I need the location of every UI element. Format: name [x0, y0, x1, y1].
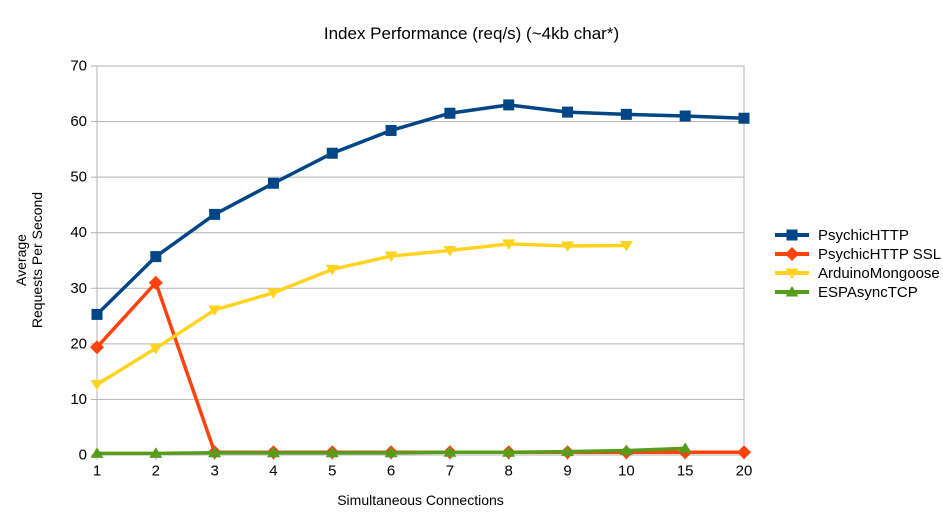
- series-line: [96, 242, 627, 386]
- legend-item-psychichttp: PsychicHTTP: [775, 226, 909, 244]
- data-point-marker: [266, 288, 280, 299]
- data-point-marker: [90, 447, 104, 458]
- series-psychichttp: [91, 99, 750, 320]
- data-point-marker: [91, 308, 103, 320]
- x-tick-label: 1: [93, 463, 101, 480]
- data-point-marker: [148, 275, 163, 290]
- data-point-marker: [90, 379, 104, 391]
- x-tick-label: 10: [618, 463, 635, 480]
- x-tick-label: 9: [563, 463, 571, 480]
- x-tick-label: 4: [269, 463, 277, 480]
- legend-label: PsychicHTTP SSL: [818, 245, 942, 263]
- data-point-marker: [208, 446, 222, 458]
- x-tick-label: 15: [677, 463, 694, 480]
- data-point-marker: [561, 445, 575, 457]
- x-tick-label: 2: [152, 463, 160, 480]
- x-tick-labels: 1 2 3 4 5 6 7 8 9 10 15 20: [93, 463, 753, 480]
- data-point-marker: [444, 107, 456, 119]
- data-point-marker: [385, 124, 397, 136]
- data-point-marker: [502, 446, 516, 457]
- y-tick-label: 50: [70, 169, 87, 186]
- legend-label: ESPAsyncTCP: [818, 283, 918, 301]
- legend-item-psychichttp-ssl: PsychicHTTP SSL: [775, 245, 941, 263]
- x-tick-label: 5: [328, 463, 336, 480]
- data-point-marker: [678, 442, 692, 453]
- data-point-marker: [737, 445, 751, 460]
- legend-key-triangle-up-icon: [775, 286, 809, 297]
- data-point-marker: [679, 110, 691, 122]
- data-point-marker: [208, 305, 222, 316]
- data-point-marker: [325, 446, 339, 458]
- y-tick-label: 20: [70, 335, 87, 352]
- data-point-marker: [786, 229, 798, 241]
- data-point-marker: [785, 247, 799, 261]
- series-line: [95, 279, 744, 454]
- data-point-marker: [738, 112, 750, 124]
- data-point-marker: [266, 446, 280, 458]
- series-line: [95, 103, 745, 316]
- data-point-marker: [619, 444, 633, 456]
- x-tick-label: 7: [446, 463, 454, 480]
- series-arduinomongoose: [90, 239, 633, 391]
- legend-label: PsychicHTTP: [818, 226, 909, 244]
- legend-key-square-icon: [775, 229, 809, 241]
- data-point-marker: [785, 268, 799, 279]
- x-tick-label: 8: [505, 463, 513, 480]
- data-point-marker: [384, 251, 398, 263]
- data-point-marker: [267, 177, 279, 189]
- plot-border: [96, 65, 745, 456]
- data-point-marker: [150, 251, 162, 263]
- x-tick-label: 6: [387, 463, 395, 480]
- legend-label: ArduinoMongoose: [818, 264, 940, 282]
- data-point-marker: [209, 208, 221, 220]
- data-point-marker: [785, 286, 799, 297]
- legend-key-diamond-icon: [775, 247, 809, 261]
- data-point-marker: [620, 108, 632, 120]
- data-point-marker: [562, 106, 574, 118]
- chart-title: Index Performance (req/s) (~4kb char*): [323, 24, 620, 43]
- data-point-marker: [325, 264, 339, 276]
- data-point-marker: [326, 147, 338, 159]
- legend-key-triangle-down-icon: [775, 268, 809, 279]
- legend-item-arduinomongoose: ArduinoMongoose: [775, 264, 940, 282]
- data-point-marker: [90, 340, 104, 355]
- data-point-marker: [561, 241, 575, 253]
- y-tick-label: 70: [70, 58, 87, 75]
- data-point-marker: [149, 343, 163, 355]
- x-axis-title: Simultaneous Connections: [337, 492, 504, 508]
- y-tick-label: 10: [70, 391, 87, 408]
- y-tick-label: 30: [70, 280, 87, 297]
- data-point-marker: [443, 245, 457, 257]
- data-point-marker: [443, 446, 457, 457]
- data-point-marker: [384, 446, 398, 458]
- y-tick-label: 60: [70, 113, 87, 130]
- x-tick-label: 20: [736, 463, 753, 480]
- axis-ticks: [91, 65, 745, 460]
- data-point-marker: [502, 239, 516, 250]
- series-espasynctcp: [90, 442, 692, 458]
- data-point-marker: [619, 240, 633, 252]
- y-tick-labels: 0 10 20 30 40 50 60 70: [70, 58, 87, 464]
- y-tick-label: 0: [79, 447, 87, 464]
- x-tick-label: 3: [210, 463, 218, 480]
- legend-item-espasynctcp: ESPAsyncTCP: [775, 283, 918, 301]
- series-psychichttp-ssl: [90, 275, 751, 460]
- y-tick-label: 40: [70, 224, 87, 241]
- data-point-marker: [149, 447, 163, 458]
- data-point-marker: [503, 99, 515, 111]
